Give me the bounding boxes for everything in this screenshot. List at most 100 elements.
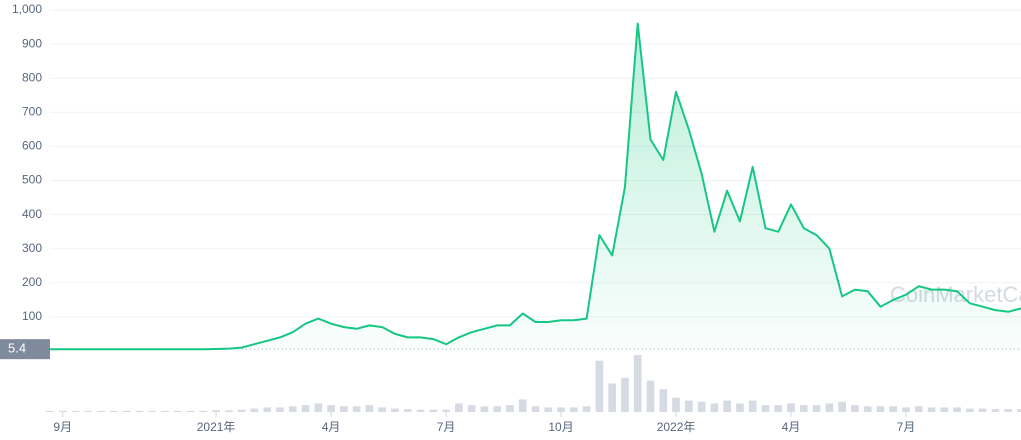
volume-bar (672, 397, 680, 412)
volume-bar (851, 405, 859, 412)
volume-bar (953, 407, 961, 412)
volume-bar (825, 403, 834, 412)
volume-bar (646, 380, 655, 412)
volume-bar (518, 399, 527, 412)
volume-bar (416, 409, 425, 412)
x-tick-label: 7月 (897, 420, 916, 434)
volume-bar (506, 405, 514, 412)
volume-bar (799, 405, 808, 412)
volume-bar (403, 409, 412, 412)
volume-bar (736, 403, 744, 412)
volume-bar (352, 406, 361, 412)
volume-bar (301, 405, 310, 412)
volume-bar (97, 410, 105, 412)
y-tick-label: 400 (22, 207, 42, 221)
volume-bar (250, 408, 259, 412)
volume-bar (940, 407, 949, 412)
volume-bar (966, 408, 974, 412)
x-tick-label: 9月 (53, 420, 72, 434)
volume-bar (978, 408, 987, 412)
volume-bar (391, 408, 399, 412)
volume-bar (991, 409, 1000, 412)
volume-bar (58, 410, 67, 412)
volume-bar (812, 405, 821, 412)
volume-bar (659, 389, 668, 412)
volume-bar (697, 401, 706, 412)
volume-bar (902, 407, 910, 412)
volume-bar (480, 406, 489, 412)
volume-bar (135, 410, 144, 412)
volume-bar (1017, 409, 1021, 412)
volume-bar (71, 410, 80, 412)
volume-bar (863, 406, 872, 412)
volume-bar (237, 409, 246, 412)
volume-bar (569, 407, 578, 412)
y-tick-label: 500 (22, 173, 42, 187)
volume-bar (263, 407, 272, 412)
volume-bar (84, 410, 93, 412)
volume-bar (327, 405, 335, 412)
volume-bar (467, 405, 476, 412)
volume-bar (684, 400, 693, 412)
y-tick-label: 1,000 (12, 2, 42, 16)
x-tick-label: 2022年 (657, 420, 696, 434)
y-tick-label: 300 (22, 241, 42, 255)
x-tick-label: 4月 (782, 420, 801, 434)
volume-bar (199, 410, 208, 412)
volume-bar (148, 410, 157, 412)
volume-bar (429, 409, 438, 412)
volume-bar (110, 410, 118, 412)
volume-bar (493, 406, 502, 412)
volume-bar (787, 403, 795, 412)
volume-bar (608, 383, 616, 412)
reference-label-box (0, 339, 50, 360)
volume-bar (455, 403, 463, 412)
reference-label: 5.4 (8, 341, 26, 356)
volume-bar (122, 410, 131, 412)
volume-bar (544, 407, 553, 412)
volume-bar (186, 410, 195, 412)
volume-bar (774, 405, 783, 412)
volume-bar (173, 410, 182, 412)
volume-bar (633, 355, 642, 412)
volume-bar (838, 401, 846, 412)
volume-bar (621, 377, 629, 412)
volume-bar (340, 406, 348, 412)
volume-bar (927, 407, 936, 412)
y-tick-label: 100 (22, 309, 42, 323)
volume-bar (531, 406, 540, 412)
volume-bar (582, 406, 591, 412)
volume-bar (225, 410, 233, 412)
volume-bar (748, 400, 757, 412)
volume-bar (1004, 409, 1013, 412)
volume-bar (710, 403, 719, 412)
volume-bar (595, 360, 604, 412)
y-tick-label: 600 (22, 139, 42, 153)
x-tick-label: 2021年 (197, 420, 236, 434)
area-fill (50, 23, 1021, 351)
y-tick-label: 700 (22, 104, 42, 118)
volume-bar (288, 406, 297, 412)
volume-bar (378, 407, 387, 412)
price-line (50, 22, 1021, 351)
y-tick-label: 900 (22, 36, 42, 50)
volume-bar (889, 406, 898, 412)
y-tick-label: 800 (22, 70, 42, 84)
volume-bar (46, 410, 54, 412)
volume-bar (212, 410, 220, 412)
volume-bar (161, 410, 169, 412)
volume-bar (723, 400, 731, 412)
volume-bar (276, 407, 284, 412)
volume-bar (876, 406, 885, 412)
volume-bar (557, 407, 565, 412)
x-tick-label: 4月 (322, 420, 341, 434)
x-tick-label: 7月 (437, 420, 456, 434)
volume-bar (365, 405, 374, 412)
volume-bar (442, 409, 450, 412)
volume-bar (914, 406, 923, 412)
y-tick-label: 200 (22, 275, 42, 289)
volume-bar (314, 403, 323, 412)
x-tick-label: 10月 (548, 420, 573, 434)
volume-bar (761, 405, 770, 412)
